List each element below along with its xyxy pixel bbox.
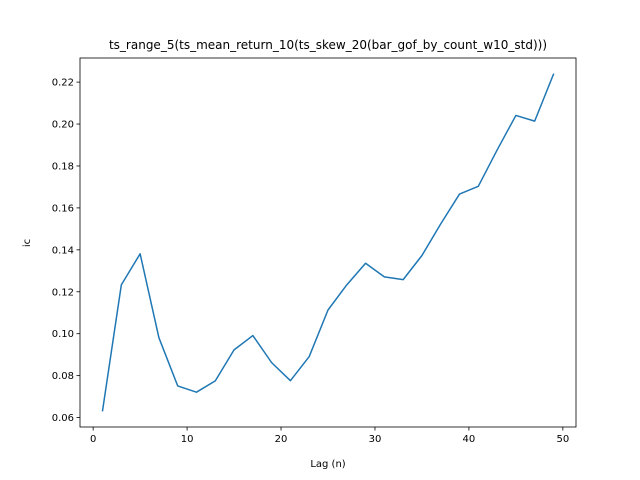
x-tick-label: 20: [275, 434, 288, 445]
y-tick-label: 0.20: [52, 120, 74, 131]
x-tick-label: 10: [181, 434, 194, 445]
y-tick-label: 0.10: [52, 329, 74, 340]
y-tick-label: 0.08: [52, 371, 74, 382]
x-tick-label: 0: [90, 434, 96, 445]
x-tick-label: 40: [463, 434, 476, 445]
chart-title: ts_range_5(ts_mean_return_10(ts_skew_20(…: [109, 38, 547, 52]
x-tick-label: 30: [369, 434, 382, 445]
series-line-0: [101, 73, 555, 412]
y-axis-label: ic: [22, 239, 33, 247]
x-tick-label: 50: [556, 434, 569, 445]
y-tick-label: 0.22: [52, 78, 74, 89]
y-tick-label: 0.16: [52, 203, 74, 214]
plot-area: 0 10 20 30 40 50 0.06 0.08 0.10 0.12 0.14 0.16 0.18 0…: [52, 57, 577, 445]
x-axis-label: Lag (n): [310, 459, 345, 470]
y-tick-label: 0.06: [52, 413, 74, 424]
axes-frame: [79, 57, 577, 428]
y-tick-label: 0.14: [52, 245, 74, 256]
y-tick-label: 0.12: [52, 287, 74, 298]
y-tick-label: 0.18: [52, 161, 74, 172]
